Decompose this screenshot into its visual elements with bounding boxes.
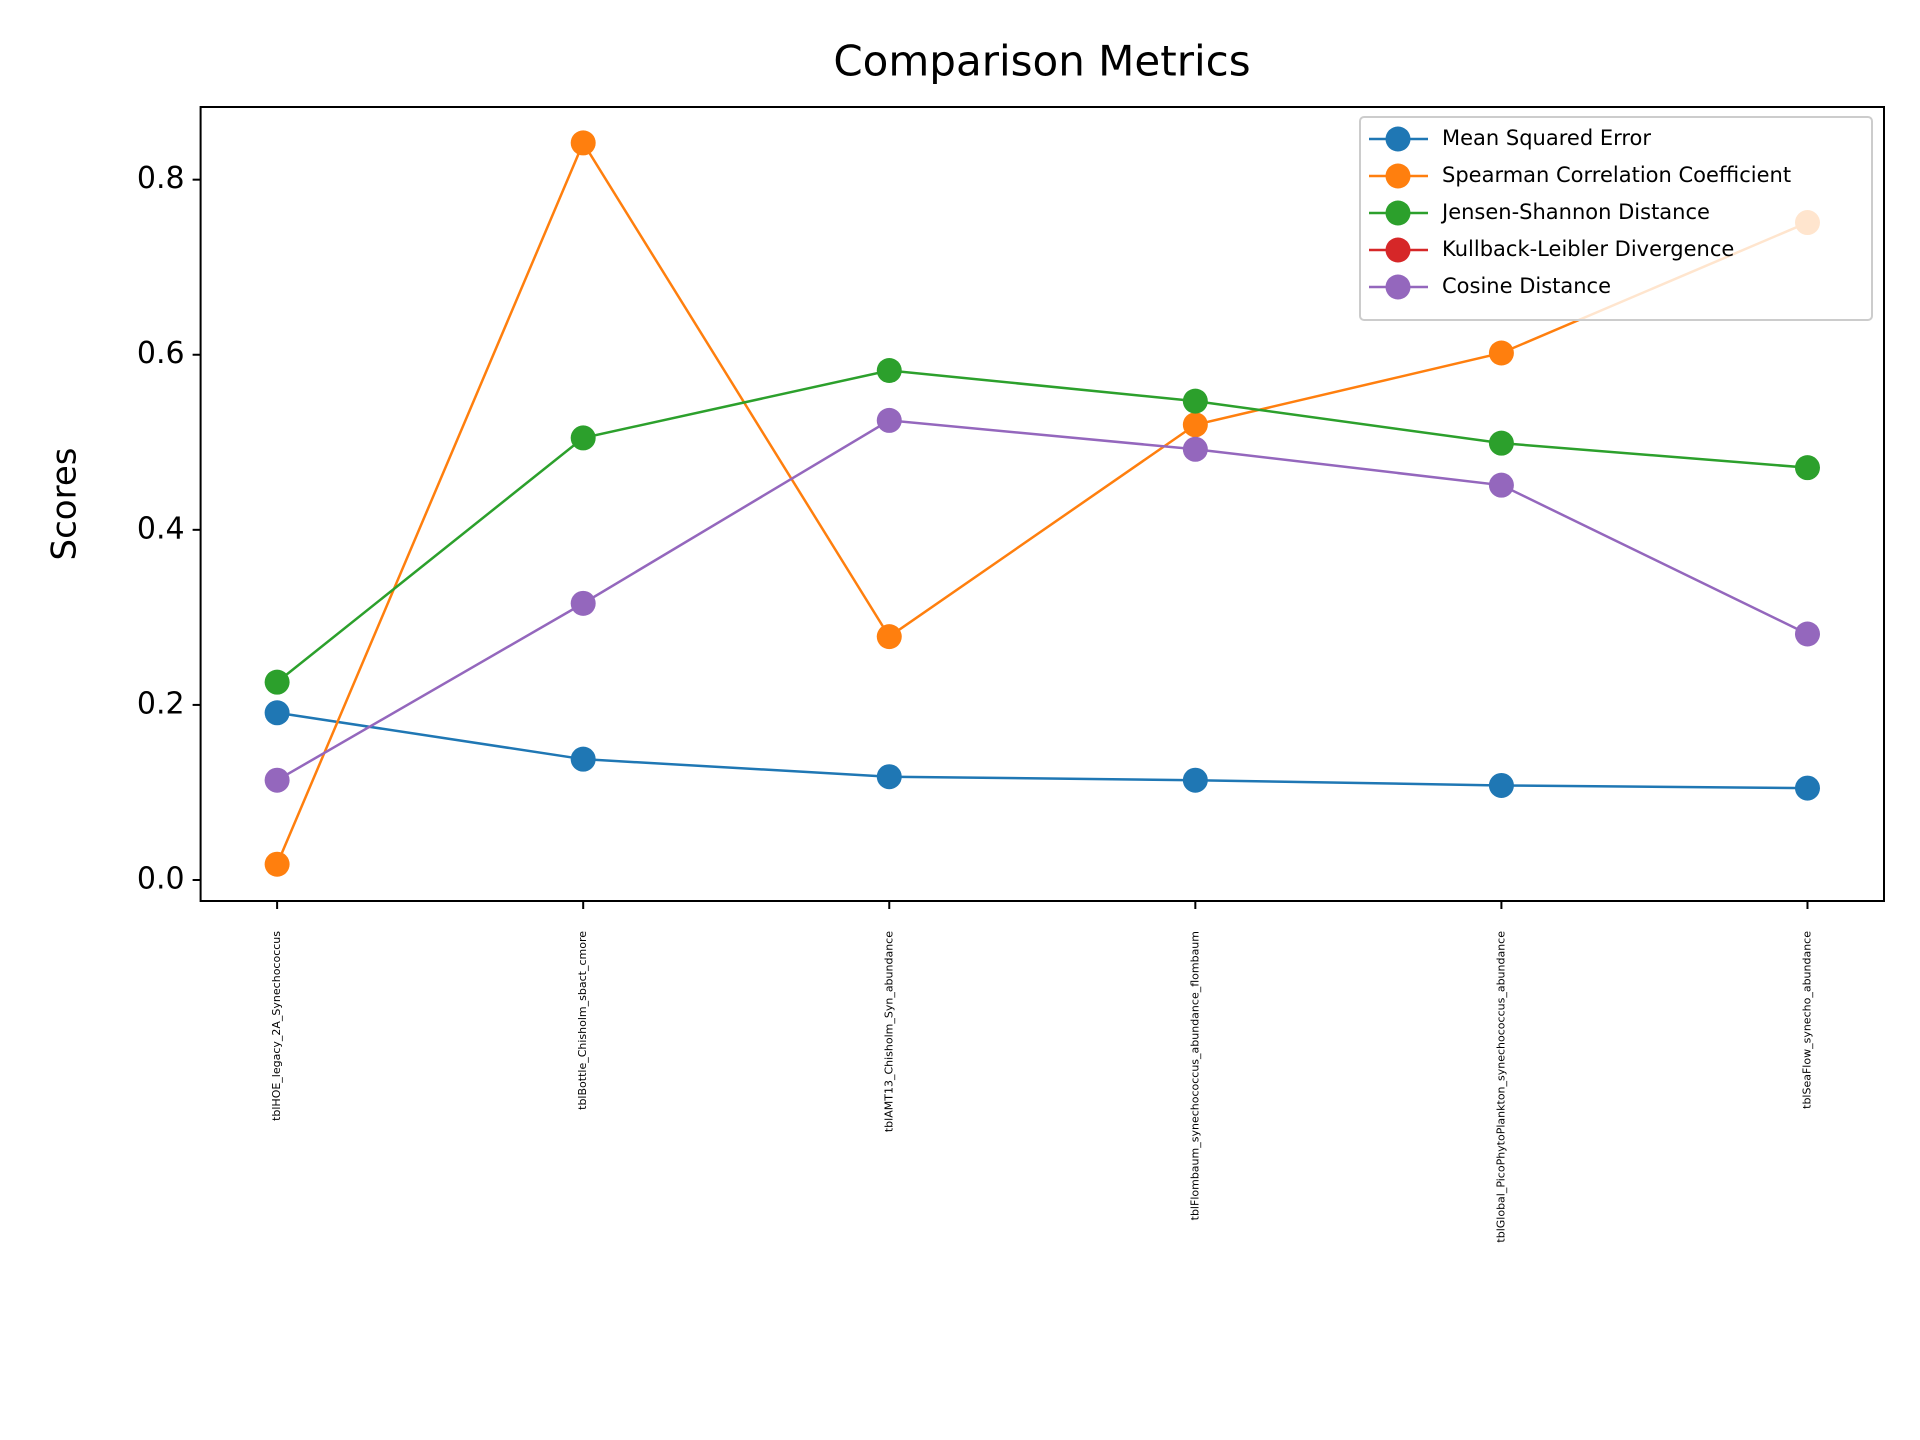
legend-marker xyxy=(1385,163,1411,189)
data-point xyxy=(1488,772,1514,798)
data-point xyxy=(876,624,902,650)
data-point xyxy=(570,425,596,451)
x-tick-label: tblFlombaum_synechococcus_abundance_flom… xyxy=(1188,931,1201,1220)
x-tick-label: tblBottle_Chisholm_sbact_cmore xyxy=(576,931,589,1110)
legend-marker xyxy=(1385,237,1411,263)
series-line xyxy=(276,419,1809,782)
y-tick-label: 0.8 xyxy=(137,161,185,196)
x-tick-label: tblHOE_legacy_2A_Synechococcus xyxy=(270,931,283,1121)
data-point xyxy=(1488,340,1514,366)
data-point xyxy=(264,767,290,793)
series-line xyxy=(276,369,1808,684)
data-point xyxy=(876,764,902,790)
legend-marker xyxy=(1385,200,1411,226)
data-point xyxy=(570,130,596,156)
y-axis-label: Scores xyxy=(45,448,85,561)
data-point xyxy=(264,851,290,877)
legend-label: Cosine Distance xyxy=(1442,274,1611,298)
y-tick-label: 0.0 xyxy=(137,861,185,896)
data-point xyxy=(876,407,902,433)
data-point xyxy=(264,700,290,726)
x-tick-label: tblSeaFlow_synecho_abundance xyxy=(1800,931,1813,1109)
series-line xyxy=(275,140,1808,865)
data-point xyxy=(1488,430,1514,456)
x-tick-label: tblAMT13_Chisholm_Syn_abundance xyxy=(882,931,895,1132)
data-point xyxy=(1794,455,1820,481)
y-tick-label: 0.4 xyxy=(137,511,185,546)
legend-label: Kullback-Leibler Divergence xyxy=(1442,237,1734,261)
legend-label: Mean Squared Error xyxy=(1442,126,1651,150)
series-line xyxy=(276,711,1808,790)
data-point xyxy=(1794,621,1820,647)
data-point xyxy=(1182,388,1208,414)
plot-frame xyxy=(199,106,1886,902)
data-point xyxy=(1182,412,1208,438)
x-tick-label: tblGlobal_PicoPhytoPlankton_synechococcu… xyxy=(1494,931,1507,1243)
data-point xyxy=(1182,436,1208,462)
data-point xyxy=(570,590,596,616)
data-point xyxy=(1794,775,1820,801)
legend-label: Jensen-Shannon Distance xyxy=(1440,200,1710,224)
data-point xyxy=(1182,767,1208,793)
y-tick-label: 0.6 xyxy=(137,336,185,371)
chart-title: Comparison Metrics xyxy=(833,37,1250,86)
legend-marker xyxy=(1385,274,1411,300)
legend-label: Spearman Correlation Coefficient xyxy=(1442,163,1791,187)
legend-marker xyxy=(1385,126,1411,152)
y-tick-label: 0.2 xyxy=(137,686,185,721)
legend-box xyxy=(1359,116,1873,321)
data-point xyxy=(264,669,290,695)
data-point xyxy=(876,357,902,383)
data-point xyxy=(570,746,596,772)
data-point xyxy=(1488,472,1514,498)
